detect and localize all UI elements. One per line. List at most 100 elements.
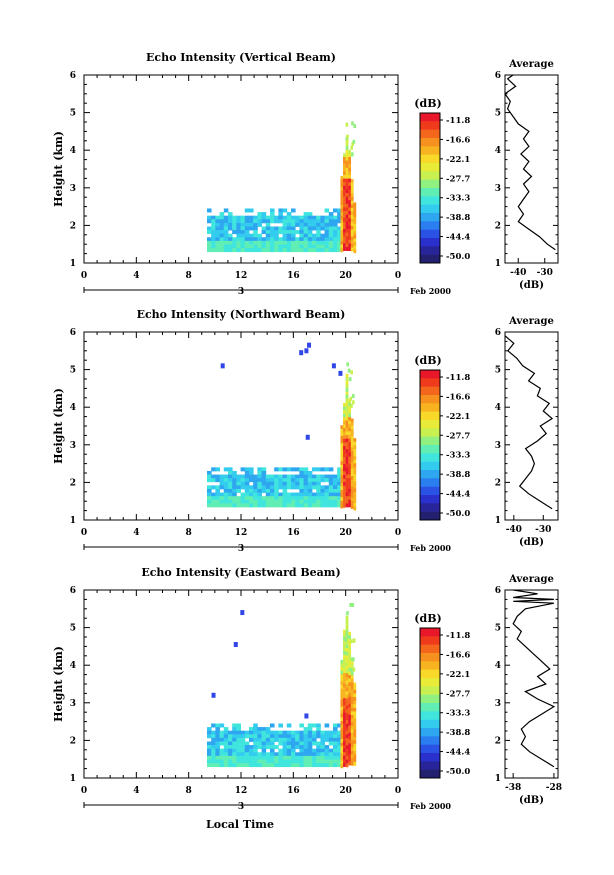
heatmap-cell	[316, 244, 321, 249]
precip-cell	[345, 225, 349, 230]
precip-cell	[348, 175, 352, 180]
average-y-tick-label: 1	[495, 259, 501, 269]
heatmap-cell	[282, 215, 288, 220]
heatmap-cell	[282, 492, 288, 497]
heatmap-cell	[337, 237, 342, 242]
heatmap-cell	[236, 488, 241, 493]
heatmap-cell	[278, 467, 283, 472]
colorbar-swatch	[420, 761, 440, 770]
heatmap-cell	[206, 478, 212, 483]
precip-cell	[348, 377, 352, 382]
precip-cell	[348, 434, 352, 439]
heatmap-cell	[215, 215, 220, 220]
heatmap-cell	[240, 737, 246, 742]
heatmap-cell	[307, 499, 313, 504]
heatmap-cell	[303, 481, 309, 486]
heatmap-cell	[219, 248, 225, 253]
heatmap-cell	[206, 752, 212, 757]
heatmap-cell	[320, 496, 325, 501]
heatmap-cell	[206, 485, 212, 490]
precip-cell	[348, 406, 352, 411]
precip-cell	[346, 134, 349, 139]
heatmap-cell	[215, 222, 220, 227]
precip-cell	[348, 478, 352, 483]
heatmap-cell	[278, 503, 283, 508]
precip-cell	[350, 483, 354, 488]
precip-cell	[343, 239, 346, 244]
heatmap-cell	[261, 226, 267, 231]
precip-cell	[353, 477, 357, 482]
precip-cell	[352, 667, 356, 672]
heatmap-cell	[211, 474, 216, 479]
heatmap-cell	[211, 737, 216, 742]
heatmap-cell	[307, 212, 313, 217]
precip-cell	[343, 762, 346, 767]
heatmap-cell	[311, 244, 317, 249]
precip-cell	[348, 671, 352, 676]
heatmap-cell	[232, 230, 237, 235]
heatmap-cell	[244, 481, 250, 486]
heatmap-cell	[303, 741, 309, 746]
heatmap-cell	[290, 233, 296, 238]
heatmap-cell	[269, 208, 275, 213]
precip-cell	[345, 759, 349, 764]
heatmap-cell	[307, 755, 313, 760]
heatmap-cell	[316, 478, 321, 483]
heatmap-cell	[227, 222, 233, 227]
heatmap-cell	[236, 226, 241, 231]
heatmap-cell	[337, 499, 342, 504]
heatmap-cell	[328, 485, 334, 490]
precip-cell	[348, 225, 352, 230]
precip-cell	[348, 160, 352, 165]
heatmap-cell	[219, 481, 225, 486]
x-axis-label: Local Time	[206, 818, 274, 831]
precip-cell	[350, 440, 354, 445]
heatmap-cell	[244, 752, 250, 757]
precip-cell	[340, 432, 344, 437]
heatmap-cell	[328, 237, 334, 242]
x-tick-label: 4	[133, 271, 139, 281]
heatmap-cell	[223, 474, 229, 479]
heatmap-cell	[303, 763, 309, 768]
precip-cell	[346, 635, 350, 640]
heatmap-cell	[290, 215, 296, 220]
heatmap-cell	[307, 244, 313, 249]
heatmap-cell	[223, 763, 229, 768]
precip-cell	[343, 644, 346, 649]
precip-cell	[340, 706, 344, 711]
precip-cell	[348, 642, 352, 647]
heatmap-cell	[253, 492, 258, 497]
heatmap-cell	[253, 230, 258, 235]
heatmap-cell	[282, 248, 288, 253]
heatmap-cell	[215, 244, 220, 249]
precip-cell	[348, 149, 351, 154]
heatmap-cell	[232, 237, 237, 242]
speck	[304, 348, 309, 354]
heatmap-cell	[219, 755, 225, 760]
colorbar-swatch	[420, 736, 440, 745]
precip-cell	[345, 196, 349, 201]
heatmap-cell	[215, 734, 220, 739]
precip-cell	[350, 758, 354, 763]
heatmap-cell	[324, 222, 330, 227]
heatmap-cell	[337, 240, 342, 245]
heatmap-cell	[324, 233, 330, 238]
heatmap-cell	[232, 215, 237, 220]
precip-cell	[345, 232, 349, 237]
heatmap-cell	[236, 248, 241, 253]
colorbar-label: -27.7	[446, 431, 470, 441]
precip-cell	[343, 734, 346, 739]
precip-cell	[353, 466, 357, 471]
precip-cell	[343, 730, 346, 735]
precip-cell	[350, 750, 354, 755]
heatmap-cell	[328, 244, 334, 249]
heatmap-cell	[257, 741, 262, 746]
precip-cell	[350, 443, 354, 448]
heatmap-cell	[206, 226, 212, 231]
heatmap-cell	[253, 730, 258, 735]
precip-cell	[353, 445, 357, 450]
heatmap-cell	[337, 467, 342, 472]
heatmap-cell	[316, 503, 321, 508]
heatmap-cell	[227, 748, 233, 753]
heatmap-cell	[253, 233, 258, 238]
